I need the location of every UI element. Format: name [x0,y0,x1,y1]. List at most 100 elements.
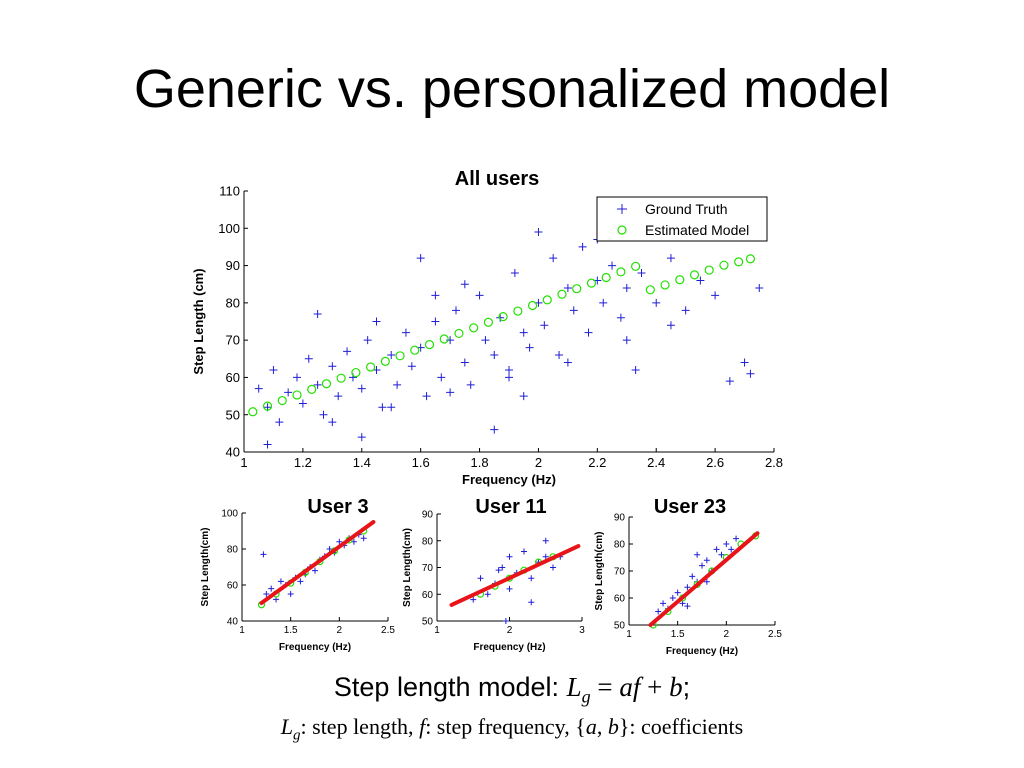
estimated-model-point [631,261,641,271]
ground-truth-point [343,347,352,356]
ground-truth-point [542,553,549,560]
chart-title-user-3: User 3 [307,496,369,518]
legend-ground-truth-label: Ground Truth [645,201,728,217]
chart-title-all-users: All users [454,168,540,190]
ground-truth-point [293,373,301,382]
def-comma: , [596,714,608,739]
variable-definitions: Lg: step length, f: step frequency, {a, … [0,714,1024,744]
x-tick-label: 2.2 [588,455,606,470]
ground-truth-point [416,254,425,263]
estimated-model-point [660,280,670,290]
chart-title-user-11: User 11 [475,496,547,518]
ground-truth-point [746,369,755,378]
y-axis-label: Step Length(cm) [402,528,413,607]
ground-truth-point [519,392,528,401]
y-tick-label: 40 [227,617,239,628]
ground-truth-point [466,380,475,389]
personalized-fit-line [259,520,376,605]
estimated-model-point [719,260,729,270]
ground-truth-point [506,585,513,592]
estimated-model-point [513,306,523,316]
ground-truth-point [393,380,402,389]
ground-truth-point [334,392,343,401]
y-axis-label: Step Length(cm) [594,532,605,611]
ground-truth-point [460,280,469,289]
formula-subscript-g: g [581,686,591,707]
estimated-model-point [745,254,756,264]
ground-truth-point [550,564,556,571]
ground-truth-point [540,321,549,330]
plot-area [629,517,775,625]
estimated-model-point [704,265,714,275]
ground-truth-point [510,269,519,278]
ground-truth-point [502,618,509,624]
x-tick-label: 1.5 [671,629,685,640]
x-axis-label: Frequency (Hz) [473,642,545,653]
estimated-model-point [616,267,626,277]
def-subscript-g: g [293,727,301,744]
estimated-model-point [498,312,508,322]
y-tick-label: 70 [422,563,434,574]
model-formula: Step length model: Lg = af + b; [0,672,1024,707]
ground-truth-point [481,336,490,345]
ground-truth-point [357,433,366,442]
formula-plus: + [640,672,670,702]
ground-truth-point [599,298,608,307]
ground-truth-point [681,306,690,315]
ground-truth-point [525,343,534,352]
ground-truth-point [452,306,460,315]
estimated-model-point [262,401,273,411]
ground-truth-point [549,254,558,263]
y-tick-label: 80 [614,540,626,551]
ground-truth-point [584,328,593,337]
estimated-model-point [424,340,435,350]
ground-truth-point [275,418,284,427]
ground-truth-point [699,562,705,569]
ground-truth-point [616,313,625,322]
ground-truth-point [268,585,275,592]
estimated-model-point [277,395,287,406]
x-tick-label: 1 [239,625,245,636]
ground-truth-point [401,328,410,337]
ground-truth-point [297,578,304,585]
estimated-model-point [307,384,317,394]
estimated-model-point [351,367,361,378]
estimated-model-point [689,270,700,280]
estimated-model-point [336,373,346,383]
ground-truth-point [446,336,455,345]
ground-truth-point [728,546,735,553]
ground-truth-point [319,410,328,419]
ground-truth-point [506,553,513,560]
ground-truth-point [622,336,631,345]
estimated-model-point [734,257,744,267]
ground-truth-point [495,567,502,574]
ground-truth-point [723,541,730,547]
slide-title: Generic vs. personalized model [133,59,891,119]
ground-truth-point [725,377,734,386]
estimated-model-point [366,362,376,372]
ground-truth-point [304,354,313,363]
def-text-coefficients: }: coefficients [618,714,744,739]
def-symbol-a: a [585,714,597,739]
legend-estimated-model-label: Estimated Model [645,222,749,238]
y-tick-label: 100 [218,221,240,236]
x-axis-label: Frequency (Hz) [462,472,556,487]
formula-equals: = [590,672,620,702]
ground-truth-point [689,573,696,580]
ground-truth-point [284,388,293,397]
y-tick-label: 60 [227,581,239,592]
estimated-model-point [439,334,449,344]
def-text-step-frequency: : step frequency, { [425,714,586,739]
estimated-model-point [454,328,464,339]
ground-truth-point [378,403,387,412]
ground-truth-point [446,388,455,397]
legend-box [596,196,768,242]
ground-truth-point [263,440,272,449]
ground-truth-point [490,425,499,434]
estimated-model-point [572,284,582,294]
ground-truth-point [287,591,294,597]
ground-truth-point [703,557,710,564]
x-tick-label: 2 [535,455,542,470]
formula-symbol-af: af [619,672,641,702]
